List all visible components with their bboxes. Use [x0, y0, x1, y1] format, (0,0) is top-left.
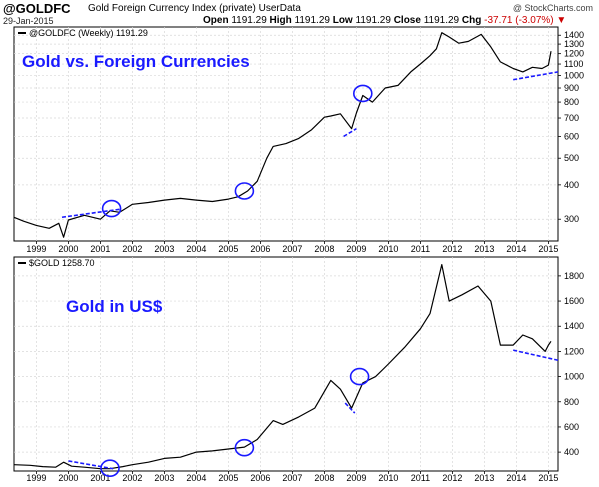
y-tick-label: 800 — [564, 397, 579, 407]
annotation-circle — [100, 459, 120, 478]
down-triangle-icon: ▼ — [556, 15, 567, 26]
high-value: 1191.29 — [294, 15, 330, 26]
x-tick-label: 2003 — [154, 244, 174, 254]
high-label: High — [269, 15, 292, 26]
x-tick-label: 2004 — [186, 473, 206, 483]
y-tick-label: 1600 — [564, 296, 584, 306]
x-tick-label: 2014 — [506, 473, 526, 483]
x-tick-label: 2005 — [218, 244, 238, 254]
y-tick-label: 1800 — [564, 271, 584, 281]
symbol-title: @GOLDFC — [3, 1, 71, 16]
x-tick-label: 2010 — [378, 473, 398, 483]
y-tick-label: 600 — [564, 131, 579, 141]
y-tick-label: 800 — [564, 97, 579, 107]
annotation-circle — [352, 84, 373, 103]
x-tick-label: 2003 — [154, 473, 174, 483]
x-tick-label: 2001 — [90, 244, 110, 254]
chart-date: 29-Jan-2015 — [3, 16, 54, 26]
dashed-trendline — [513, 349, 559, 362]
x-tick-label: 2007 — [282, 473, 302, 483]
x-tick-label: 2008 — [314, 244, 334, 254]
plot-frame — [13, 256, 559, 472]
chart-panel-1: 1999 2000 2001 2002 2003 2004 2005 2006 2007 2008… — [13, 26, 584, 254]
y-tick-label: 1300 — [564, 39, 584, 49]
y-tick-label: 1000 — [564, 70, 584, 80]
chart-panel-2: 1999 2000 2001 2002 2003 2004 2005 2006 2007 2008… — [13, 256, 584, 483]
x-tick-label: 2011 — [411, 244, 430, 254]
legend-label: @GOLDFC (Weekly) 1191.29 — [29, 28, 148, 38]
x-tick-label: 2012 — [442, 244, 462, 254]
y-tick-label: 500 — [564, 153, 579, 163]
x-tick-label: 2002 — [122, 244, 142, 254]
x-tick-label: 2006 — [250, 244, 270, 254]
dashed-trendline — [68, 460, 114, 470]
x-tick-label: 2012 — [442, 473, 462, 483]
x-tick-label: 2014 — [506, 244, 526, 254]
description-text: Gold Foreign Currency Index (private) — [88, 3, 256, 14]
dashed-trendline — [61, 208, 120, 219]
x-tick-label: 2004 — [186, 244, 206, 254]
x-tick-label: 2013 — [474, 244, 494, 254]
ohlc-readout: Open 1191.29 High 1191.29 Low 1191.29 Cl… — [203, 15, 566, 26]
x-tick-label: 2000 — [58, 473, 78, 483]
symbol-description: Gold Foreign Currency Index (private) Us… — [88, 3, 301, 14]
x-tick-label: 2008 — [314, 473, 334, 483]
x-tick-label: 2001 — [90, 473, 110, 483]
chg-label: Chg — [461, 15, 482, 26]
x-tick-label: 2013 — [474, 473, 494, 483]
open-label: Open — [203, 15, 229, 26]
brand-label: @ StockCharts.com — [512, 3, 593, 13]
close-label: Close — [393, 15, 421, 26]
dashed-trendline — [344, 402, 356, 414]
chg-value: -37.71 (-3.07%) — [484, 15, 554, 26]
y-tick-label: 400 — [564, 180, 579, 190]
data-source: UserData — [258, 3, 301, 14]
x-tick-label: 2009 — [346, 473, 366, 483]
y-tick-label: 1200 — [564, 49, 584, 59]
chart-title: Gold vs. Foreign Currencies — [22, 52, 250, 71]
y-tick-label: 1400 — [564, 321, 584, 331]
y-tick-label: 900 — [564, 83, 579, 93]
open-value: 1191.29 — [231, 15, 267, 26]
y-tick-label: 1000 — [564, 372, 584, 382]
x-tick-label: 2015 — [538, 473, 558, 483]
low-value: 1191.29 — [355, 15, 391, 26]
dashed-trendline — [513, 71, 559, 81]
x-tick-label: 2011 — [411, 473, 430, 483]
y-tick-label: 400 — [564, 447, 579, 457]
x-tick-label: 1999 — [26, 244, 46, 254]
plot-frame — [13, 26, 559, 242]
y-tick-label: 300 — [564, 214, 579, 224]
low-label: Low — [332, 15, 353, 26]
x-tick-label: 2006 — [250, 473, 270, 483]
y-tick-label: 700 — [564, 113, 579, 123]
x-tick-label: 2002 — [122, 473, 142, 483]
x-tick-label: 2009 — [346, 244, 366, 254]
x-tick-label: 2015 — [538, 244, 558, 254]
dashed-trendline — [343, 128, 357, 138]
y-tick-label: 1100 — [564, 59, 583, 69]
annotation-circle — [234, 182, 255, 200]
legend-label: $GOLD 1258.70 — [29, 258, 95, 268]
annotation-circle — [234, 438, 255, 457]
y-tick-label: 600 — [564, 422, 579, 432]
annotation-circle — [349, 367, 370, 386]
x-tick-label: 2000 — [58, 244, 78, 254]
x-tick-label: 2005 — [218, 473, 238, 483]
x-tick-label: 2007 — [282, 244, 302, 254]
y-tick-label: 1200 — [564, 346, 584, 356]
price-series-line — [13, 264, 552, 470]
close-value: 1191.29 — [423, 15, 460, 26]
x-tick-label: 2010 — [378, 244, 398, 254]
x-tick-label: 1999 — [26, 473, 46, 483]
chart-title: Gold in US$ — [66, 297, 163, 316]
annotation-circle — [101, 199, 122, 218]
y-tick-label: 1400 — [564, 30, 584, 40]
